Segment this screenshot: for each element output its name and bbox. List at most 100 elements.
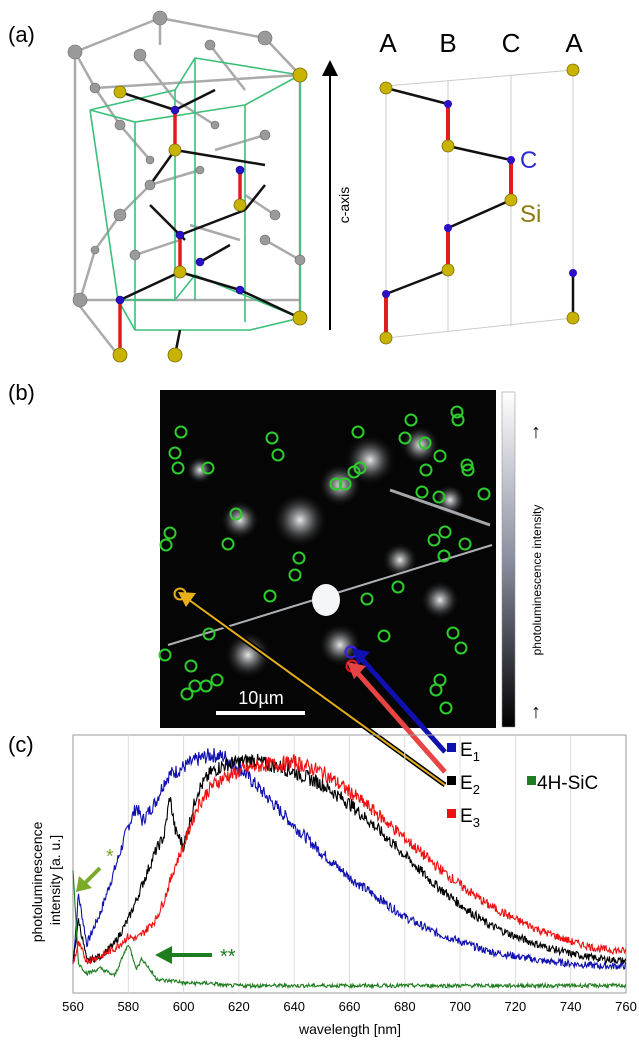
series-e2 [72,753,627,965]
y-axis-label-line1: photoluminescence [29,821,45,942]
emitter-marker [454,641,468,655]
emitter-marker [433,673,447,687]
emitter-marker [265,431,279,445]
y-axis-label-line2: intensity [a. u.] [47,835,63,925]
x-tick-label: 620 [228,999,250,1014]
pl-glow [318,623,362,667]
emitter-marker [159,538,173,552]
emitter-marker [174,425,188,439]
emitter-marker [391,580,405,594]
emitter-marker [210,673,224,687]
stack-letter-a1: A [379,28,397,58]
legend-swatch-4h-sic [527,776,536,785]
legend: E1 E2 E3 4H-SiC [447,740,598,830]
emitter-marker [360,592,374,606]
crystal-structure-3d [67,10,308,363]
legend-swatch-e3 [447,809,456,818]
legend-label-e2: E2 [460,773,480,797]
colorbar-label: photoluminescence intensity [530,505,544,656]
emitter-marker [433,449,447,463]
emitter-marker [271,448,285,462]
emitter-marker [202,627,216,641]
emitter-marker [221,537,235,551]
x-tick-label: 760 [615,999,637,1014]
pl-map-image [158,390,496,728]
y-axis-label: photoluminescence intensity [a. u.] [29,818,63,943]
panel-b-label: (b) [8,380,35,405]
emitter-marker [199,679,213,693]
marker-connectors [178,592,447,788]
pl-glow [382,542,418,578]
spectrum-chart: 560 580 600 620 640 660 680 700 720 740 760 [62,734,637,1014]
emitter-marker [377,629,391,643]
colorbar-up-arrow-bottom: ↑ [531,701,541,723]
x-tick-label: 600 [173,999,195,1014]
stacking-diagram [379,63,580,345]
emitter-marker [398,431,412,445]
panel-a-label: (a) [8,22,35,47]
emitter-marker [201,461,215,475]
silicon-label: Si [520,201,541,228]
legend-label-e3: E3 [460,806,480,830]
x-tick-label: 660 [339,999,361,1014]
stack-letter-c: C [502,28,521,58]
emitter-marker [353,461,367,475]
pl-glow [272,492,328,548]
colorbar [501,391,516,728]
legend-swatch-e2 [447,776,456,785]
emitter-marker [184,659,198,673]
c-axis-arrow [322,60,338,330]
emitter-marker [450,405,464,419]
pl-glow [420,580,460,620]
x-tick-label: 560 [62,999,84,1014]
emitter-marker [168,446,182,460]
stack-letter-a2: A [565,28,583,58]
emitter-marker [404,413,418,427]
emitter-marker [292,551,306,565]
legend-swatch-e1 [447,743,456,752]
emitter-marker [288,568,302,582]
annotation-star: * [106,846,114,868]
x-tick-label: 700 [449,999,471,1014]
series-4h-sic [72,870,627,990]
emitter-marker [446,626,460,640]
emitter-marker [460,458,474,472]
emitter-marker [338,477,352,491]
emitter-marker [163,526,177,540]
stack-letter-b: B [439,28,456,58]
emitter-marker [438,525,452,539]
x-tick-label: 640 [283,999,305,1014]
x-tick-label: 580 [117,999,139,1014]
emitter-marker [263,589,277,603]
emitter-marker [418,436,432,450]
emitter-marker [427,533,441,547]
emitter-marker [458,537,472,551]
emitter-marker [329,477,343,491]
emitter-marker [180,687,194,701]
x-tick-label: 740 [560,999,582,1014]
x-tick-label: 680 [394,999,416,1014]
x-tick-label: 720 [505,999,527,1014]
emitter-marker [437,549,451,563]
panel-c-label: (c) [8,732,34,757]
c-axis-label: c-axis [336,187,352,224]
emitter-marker [419,463,433,477]
carbon-label: C [520,147,537,174]
emitter-marker [432,490,446,504]
annotation-arrow-double-star [155,946,212,964]
pl-glow [186,456,214,484]
series-e1 [72,748,627,971]
legend-label-4h-sic: 4H-SiC [537,773,598,794]
annotation-arrow-star [76,866,102,892]
series-e3 [72,754,627,965]
legend-label-e1: E1 [460,740,480,764]
scale-bar-label: 10µm [238,688,283,708]
emitter-marker [351,425,365,439]
pl-glow [224,631,272,679]
colorbar-up-arrow-top: ↑ [531,421,541,443]
emitter-marker [229,507,243,521]
pl-glow [220,500,260,540]
emitter-marker [439,701,453,715]
emitter-marker [461,463,475,477]
